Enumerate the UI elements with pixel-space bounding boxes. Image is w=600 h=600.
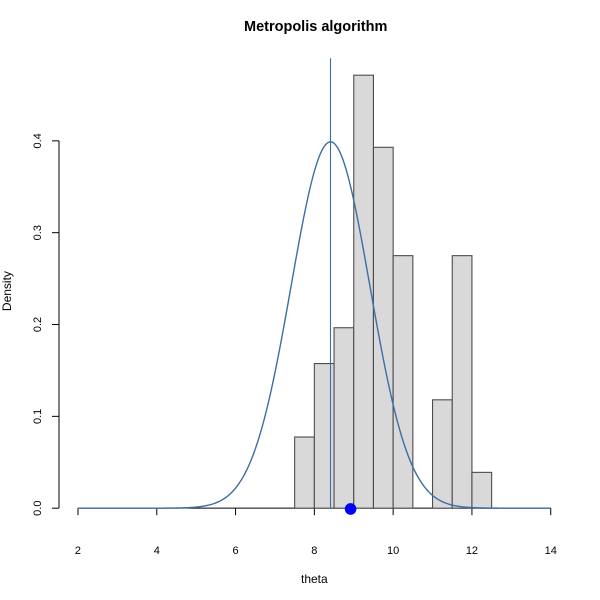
svg-text:0.1: 0.1 — [32, 409, 44, 424]
svg-text:12: 12 — [466, 545, 478, 557]
svg-text:Metropolis algorithm: Metropolis algorithm — [244, 19, 387, 35]
svg-text:Density: Density — [0, 271, 14, 311]
svg-text:0.2: 0.2 — [32, 317, 44, 332]
svg-text:0.3: 0.3 — [32, 225, 44, 240]
svg-text:0.0: 0.0 — [32, 501, 44, 516]
svg-text:0.4: 0.4 — [32, 133, 44, 148]
svg-text:8: 8 — [311, 545, 317, 557]
svg-text:theta: theta — [301, 572, 328, 586]
svg-text:14: 14 — [545, 545, 557, 557]
svg-text:6: 6 — [232, 545, 238, 557]
svg-text:4: 4 — [154, 545, 160, 557]
svg-text:2: 2 — [75, 545, 81, 557]
svg-text:10: 10 — [387, 545, 399, 557]
